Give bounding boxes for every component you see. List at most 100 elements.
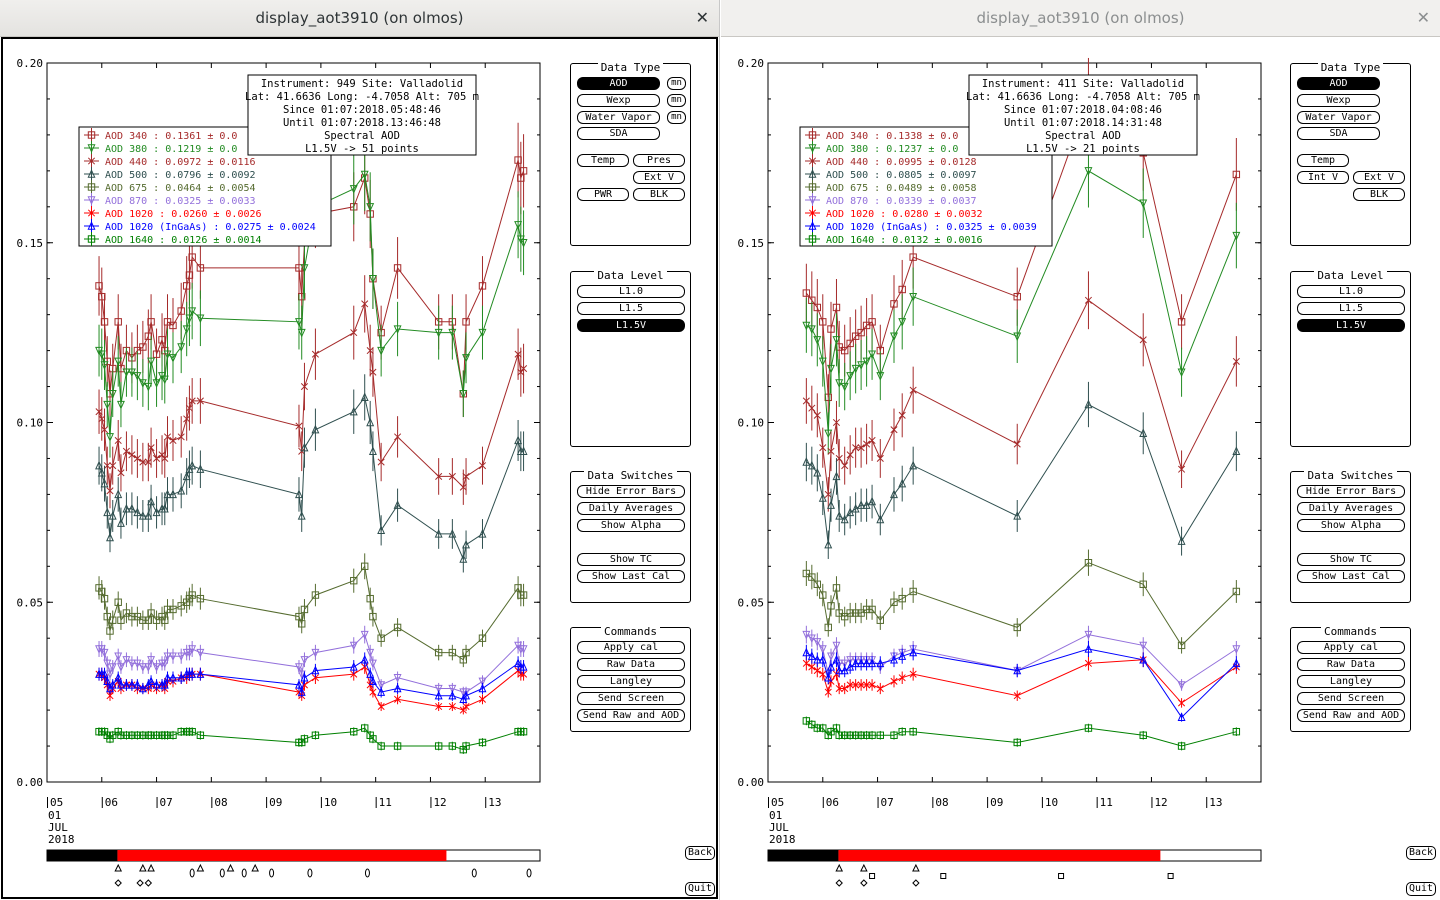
aod-mn-button[interactable]: mn [667, 77, 686, 90]
data-point [139, 458, 147, 466]
send-screen-button[interactable]: Send Screen [577, 692, 685, 705]
data-point [448, 742, 457, 750]
data-point [377, 346, 386, 356]
data-point [361, 300, 369, 308]
send-raw-and-aod-button[interactable]: Send Raw and AOD [577, 709, 685, 722]
aod-plot: 0.20 0.15 0.10 0.05 0.00 05 06 07 08 09 10 11 12 13 01… [738, 57, 1262, 887]
pres-button[interactable]: Pres [633, 154, 685, 167]
apply-cal-button[interactable]: Apply cal [577, 641, 685, 654]
level-l15v-button[interactable]: L1.5V [577, 319, 685, 332]
series-8 [802, 716, 1241, 751]
water-vapor-button[interactable]: Water Vapor [577, 111, 660, 124]
data-point [128, 612, 136, 621]
wexp-button[interactable]: Wexp [1297, 94, 1380, 107]
send-raw-and-aod-button[interactable]: Send Raw and AOD [1297, 709, 1405, 722]
wexp-button[interactable]: Wexp [577, 94, 660, 107]
aod-plot: 0.20 0.15 0.10 0.05 0.00 05 06 07 08 09 10 11 12 13 01… [17, 57, 541, 887]
data-point [824, 490, 832, 498]
data-point [295, 422, 303, 430]
water-vapor-mn-button[interactable]: mn [667, 111, 686, 124]
data-point [827, 500, 835, 509]
hide-error-bars-button[interactable]: Hide Error Bars [577, 485, 685, 498]
series-4 [95, 553, 528, 668]
langley-button[interactable]: Langley [577, 675, 685, 688]
back-button[interactable]: Back [685, 846, 716, 860]
sda-button[interactable]: SDA [1297, 127, 1380, 140]
send-screen-button[interactable]: Send Screen [1297, 692, 1405, 705]
data-point [100, 648, 109, 658]
water-vapor-button[interactable]: Water Vapor [1297, 111, 1380, 124]
data-point [100, 426, 109, 434]
data-point [127, 659, 136, 669]
aod-button[interactable]: AOD [1297, 77, 1380, 90]
wexp-mn-button[interactable]: mn [667, 94, 686, 107]
data-point [1084, 167, 1093, 176]
show-last-cal-button[interactable]: Show Last Cal [577, 570, 685, 583]
legend-marker [808, 131, 817, 139]
data-point [349, 406, 358, 416]
data-point [108, 510, 117, 520]
blk-button[interactable]: BLK [633, 188, 685, 201]
event-oval [364, 868, 370, 878]
quit-button[interactable]: Quit [1406, 882, 1437, 896]
level-l15-button[interactable]: L1.5 [1297, 302, 1405, 315]
close-icon[interactable]: ✕ [1416, 8, 1430, 27]
quit-button[interactable]: Quit [685, 882, 716, 896]
data-point [846, 507, 855, 517]
legend-entry: AOD 675 : 0.0464 ± 0.0054 [105, 183, 256, 194]
data-point [160, 679, 169, 689]
data-point [300, 672, 309, 682]
data-point [394, 433, 402, 441]
level-l10-button[interactable]: L1.0 [1297, 285, 1405, 298]
show-alpha-button[interactable]: Show Alpha [577, 519, 685, 532]
data-point [876, 514, 885, 524]
legend-entry: AOD 500 : 0.0805 ± 0.0097 [826, 170, 977, 181]
close-icon[interactable]: ✕ [695, 8, 709, 27]
data-point [116, 663, 125, 672]
show-tc-button[interactable]: Show TC [1297, 553, 1405, 566]
data-point [818, 357, 827, 367]
data-point [835, 510, 844, 520]
pwr-button[interactable]: PWR [577, 188, 629, 201]
sda-button[interactable]: SDA [577, 127, 660, 140]
ext-v-button[interactable]: Ext V [633, 171, 685, 184]
langley-button[interactable]: Langley [1297, 675, 1405, 688]
y-tick-label: 0.20 [738, 57, 765, 70]
data-point [103, 676, 112, 686]
show-last-cal-button[interactable]: Show Last Cal [1297, 570, 1405, 583]
show-alpha-button[interactable]: Show Alpha [1297, 519, 1405, 532]
data-point [1084, 559, 1093, 567]
raw-data-button[interactable]: Raw Data [577, 658, 685, 671]
date-label: JUL [769, 821, 789, 834]
show-tc-button[interactable]: Show TC [577, 553, 685, 566]
data-point [868, 731, 876, 739]
level-l10-button[interactable]: L1.0 [577, 285, 685, 298]
data-point [139, 343, 147, 351]
data-point [868, 658, 877, 668]
int-v-button[interactable]: Int V [1297, 171, 1349, 184]
blk-button[interactable]: BLK [1353, 188, 1405, 201]
x-tick-label: 05 [771, 796, 784, 809]
data-point [138, 379, 147, 388]
back-button[interactable]: Back [1406, 846, 1437, 860]
series-line [806, 720, 1237, 747]
ext-v-button[interactable]: Ext V [1353, 171, 1405, 184]
daily-averages-button[interactable]: Daily Averages [577, 502, 685, 515]
data-point [109, 616, 117, 624]
daily-averages-button[interactable]: Daily Averages [1297, 502, 1405, 515]
data-point [802, 397, 810, 405]
data-point [478, 634, 487, 642]
data-point [857, 731, 865, 739]
temp-button[interactable]: Temp [577, 154, 629, 167]
temp-button[interactable]: Temp [1297, 154, 1349, 167]
raw-data-button[interactable]: Raw Data [1297, 658, 1405, 671]
apply-cal-button[interactable]: Apply cal [1297, 641, 1405, 654]
titlebar-left[interactable]: display_aot3910 (on olmos) ✕ [0, 0, 719, 37]
aod-button[interactable]: AOD [577, 77, 660, 90]
titlebar-right[interactable]: display_aot3910 (on olmos) ✕ [721, 0, 1440, 37]
level-l15-button[interactable]: L1.5 [577, 302, 685, 315]
hide-error-bars-button[interactable]: Hide Error Bars [1297, 485, 1405, 498]
time-bar-night [47, 850, 118, 861]
level-l15v-button[interactable]: L1.5V [1297, 319, 1405, 332]
data-point [163, 605, 172, 614]
